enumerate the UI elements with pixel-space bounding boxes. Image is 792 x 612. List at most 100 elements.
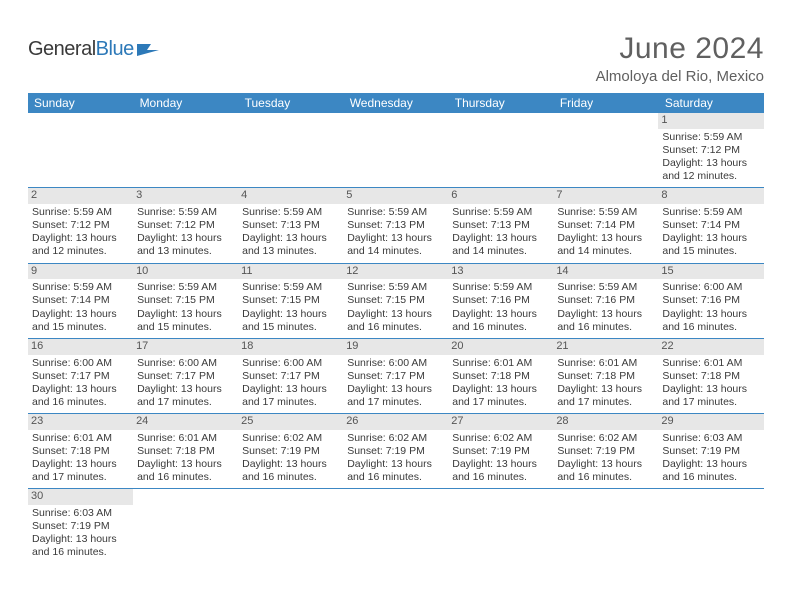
weekday-header: Friday bbox=[553, 93, 658, 113]
day-number: 26 bbox=[343, 414, 448, 430]
sunrise-line: Sunrise: 6:01 AM bbox=[137, 432, 234, 445]
logo-text-general: General bbox=[28, 38, 96, 61]
day-number: 13 bbox=[448, 264, 553, 280]
sunrise-line: Sunrise: 5:59 AM bbox=[347, 281, 444, 294]
sunrise-line: Sunrise: 6:01 AM bbox=[557, 357, 654, 370]
calendar-cell: 25 Sunrise: 6:02 AMSunset: 7:19 PMDayligh… bbox=[238, 414, 343, 489]
calendar-cell: 27Sunrise: 6:02 AMSunset: 7:19 PMDayligh… bbox=[448, 414, 553, 489]
weekday-header: Wednesday bbox=[343, 93, 448, 113]
calendar-cell: 1Sunrise: 5:59 AMSunset: 7:12 PMDaylight… bbox=[658, 113, 763, 188]
day-number: 5 bbox=[343, 188, 448, 204]
daylight-line: Daylight: 13 hours and 15 minutes. bbox=[137, 308, 234, 334]
calendar-cell: 20Sunrise: 6:01 AMSunset: 7:18 PMDayligh… bbox=[448, 338, 553, 413]
calendar-cell: 7Sunrise: 5:59 AMSunset: 7:14 PMDaylight… bbox=[553, 188, 658, 263]
sunrise-line: Sunrise: 5:59 AM bbox=[452, 206, 549, 219]
sunset-line: Sunset: 7:19 PM bbox=[347, 445, 444, 458]
sunrise-line: Sunrise: 6:02 AM bbox=[242, 432, 339, 445]
sunset-line: Sunset: 7:13 PM bbox=[452, 219, 549, 232]
daylight-line: Daylight: 13 hours and 14 minutes. bbox=[452, 232, 549, 258]
daylight-line: Daylight: 13 hours and 13 minutes. bbox=[242, 232, 339, 258]
daylight-line: Daylight: 13 hours and 14 minutes. bbox=[347, 232, 444, 258]
calendar-cell: 18Sunrise: 6:00 AMSunset: 7:17 PMDayligh… bbox=[238, 338, 343, 413]
sunrise-line: Sunrise: 6:03 AM bbox=[662, 432, 759, 445]
sunrise-line: Sunrise: 6:00 AM bbox=[137, 357, 234, 370]
sunrise-line: Sunrise: 5:59 AM bbox=[32, 206, 129, 219]
calendar-cell: 3Sunrise: 5:59 AMSunset: 7:12 PMDaylight… bbox=[133, 188, 238, 263]
sunrise-line: Sunrise: 6:01 AM bbox=[452, 357, 549, 370]
sunrise-line: Sunrise: 6:00 AM bbox=[662, 281, 759, 294]
sunset-line: Sunset: 7:16 PM bbox=[452, 294, 549, 307]
sunrise-line: Sunrise: 6:02 AM bbox=[452, 432, 549, 445]
daylight-line: Daylight: 13 hours and 17 minutes. bbox=[452, 383, 549, 409]
calendar-cell: 13Sunrise: 5:59 AMSunset: 7:16 PMDayligh… bbox=[448, 263, 553, 338]
weekday-header: Thursday bbox=[448, 93, 553, 113]
calendar-table: SundayMondayTuesdayWednesdayThursdayFrid… bbox=[28, 93, 764, 564]
sunset-line: Sunset: 7:17 PM bbox=[242, 370, 339, 383]
day-number: 27 bbox=[448, 414, 553, 430]
sunrise-line: Sunrise: 6:01 AM bbox=[662, 357, 759, 370]
calendar-cell: 23Sunrise: 6:01 AMSunset: 7:18 PMDayligh… bbox=[28, 414, 133, 489]
sunrise-line: Sunrise: 5:59 AM bbox=[347, 206, 444, 219]
daylight-line: Daylight: 13 hours and 16 minutes. bbox=[347, 458, 444, 484]
calendar-cell: 16 Sunrise: 6:00 AMSunset: 7:17 PMDayligh… bbox=[28, 338, 133, 413]
sunset-line: Sunset: 7:13 PM bbox=[242, 219, 339, 232]
sunset-line: Sunset: 7:19 PM bbox=[557, 445, 654, 458]
sunset-line: Sunset: 7:15 PM bbox=[242, 294, 339, 307]
day-number: 7 bbox=[553, 188, 658, 204]
sunrise-line: Sunrise: 6:03 AM bbox=[32, 507, 129, 520]
day-number: 11 bbox=[238, 264, 343, 280]
daylight-line: Daylight: 13 hours and 16 minutes. bbox=[662, 458, 759, 484]
weekday-header: Tuesday bbox=[238, 93, 343, 113]
daylight-line: Daylight: 13 hours and 17 minutes. bbox=[347, 383, 444, 409]
day-number: 15 bbox=[658, 264, 763, 280]
calendar-cell bbox=[238, 489, 343, 564]
sunset-line: Sunset: 7:12 PM bbox=[662, 144, 759, 157]
sunset-line: Sunset: 7:18 PM bbox=[32, 445, 129, 458]
sunset-line: Sunset: 7:15 PM bbox=[347, 294, 444, 307]
calendar-cell: 10Sunrise: 5:59 AMSunset: 7:15 PMDayligh… bbox=[133, 263, 238, 338]
daylight-line: Daylight: 13 hours and 17 minutes. bbox=[557, 383, 654, 409]
sunset-line: Sunset: 7:19 PM bbox=[242, 445, 339, 458]
sunset-line: Sunset: 7:17 PM bbox=[32, 370, 129, 383]
sunrise-line: Sunrise: 5:59 AM bbox=[137, 281, 234, 294]
sunrise-line: Sunrise: 5:59 AM bbox=[452, 281, 549, 294]
calendar-cell: 8Sunrise: 5:59 AMSunset: 7:14 PMDaylight… bbox=[658, 188, 763, 263]
daylight-line: Daylight: 13 hours and 16 minutes. bbox=[242, 458, 339, 484]
day-number: 25 bbox=[238, 414, 343, 430]
sunrise-line: Sunrise: 6:00 AM bbox=[347, 357, 444, 370]
sunrise-line: Sunrise: 6:01 AM bbox=[32, 432, 129, 445]
month-title: June 2024 bbox=[596, 32, 764, 66]
daylight-line: Daylight: 13 hours and 16 minutes. bbox=[32, 533, 129, 559]
sunset-line: Sunset: 7:19 PM bbox=[452, 445, 549, 458]
day-number: 16 bbox=[28, 339, 133, 355]
sunrise-line: Sunrise: 6:00 AM bbox=[32, 357, 129, 370]
day-number: 20 bbox=[448, 339, 553, 355]
sunrise-line: Sunrise: 5:59 AM bbox=[662, 206, 759, 219]
day-number: 12 bbox=[343, 264, 448, 280]
sunset-line: Sunset: 7:17 PM bbox=[347, 370, 444, 383]
daylight-line: Daylight: 13 hours and 16 minutes. bbox=[557, 308, 654, 334]
weekday-header: Sunday bbox=[28, 93, 133, 113]
calendar-cell bbox=[343, 489, 448, 564]
daylight-line: Daylight: 13 hours and 12 minutes. bbox=[32, 232, 129, 258]
sunset-line: Sunset: 7:12 PM bbox=[32, 219, 129, 232]
day-number: 10 bbox=[133, 264, 238, 280]
sunset-line: Sunset: 7:13 PM bbox=[347, 219, 444, 232]
daylight-line: Daylight: 13 hours and 16 minutes. bbox=[662, 308, 759, 334]
calendar-cell: 22Sunrise: 6:01 AMSunset: 7:18 PMDayligh… bbox=[658, 338, 763, 413]
logo-text-blue: Blue bbox=[96, 38, 134, 61]
daylight-line: Daylight: 13 hours and 16 minutes. bbox=[347, 308, 444, 334]
calendar-cell bbox=[448, 489, 553, 564]
daylight-line: Daylight: 13 hours and 15 minutes. bbox=[242, 308, 339, 334]
sunset-line: Sunset: 7:18 PM bbox=[662, 370, 759, 383]
daylight-line: Daylight: 13 hours and 15 minutes. bbox=[662, 232, 759, 258]
daylight-line: Daylight: 13 hours and 16 minutes. bbox=[32, 383, 129, 409]
day-number: 19 bbox=[343, 339, 448, 355]
logo-flag-icon bbox=[137, 42, 159, 58]
sunset-line: Sunset: 7:15 PM bbox=[137, 294, 234, 307]
sunrise-line: Sunrise: 6:02 AM bbox=[557, 432, 654, 445]
day-number: 22 bbox=[658, 339, 763, 355]
day-number: 6 bbox=[448, 188, 553, 204]
calendar-cell bbox=[133, 113, 238, 188]
daylight-line: Daylight: 13 hours and 16 minutes. bbox=[452, 308, 549, 334]
